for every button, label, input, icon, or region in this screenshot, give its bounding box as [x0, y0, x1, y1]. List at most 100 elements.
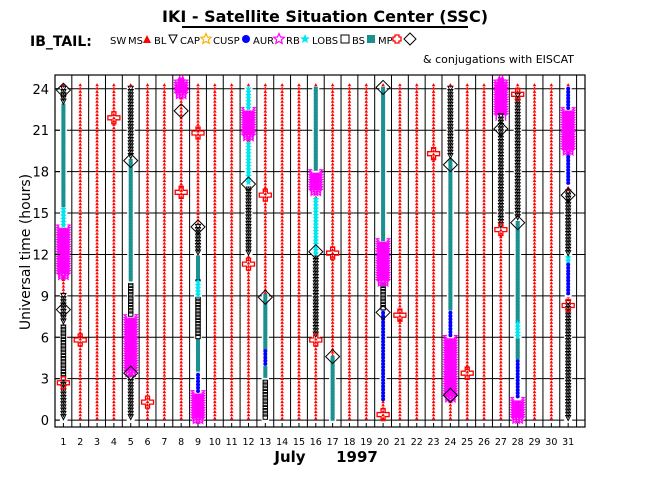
ms-point	[229, 102, 234, 107]
bs-point	[128, 203, 133, 208]
ms-point	[414, 139, 419, 143]
cusp-point	[448, 330, 453, 335]
bl-point	[60, 296, 67, 303]
ms-point	[414, 264, 419, 268]
bs-point	[263, 332, 268, 337]
ms-point	[162, 96, 167, 100]
ms-point	[112, 89, 116, 93]
ms-point	[179, 376, 183, 380]
ms-point	[112, 393, 116, 397]
ms-point	[213, 257, 217, 262]
ms-point	[162, 386, 167, 390]
ms-point	[398, 333, 402, 338]
ms-point	[95, 248, 99, 252]
ms-point	[549, 290, 554, 295]
bs-point	[381, 186, 386, 191]
bl-point	[447, 124, 454, 131]
ms-point	[465, 218, 470, 222]
lobs-point	[380, 292, 386, 298]
ms-point	[229, 188, 234, 192]
bl-point	[514, 185, 522, 193]
ms-point	[398, 290, 402, 295]
cusp-point	[566, 86, 571, 91]
x-tick-label: 31	[562, 437, 574, 448]
ms-point	[431, 277, 436, 281]
x-tick-label: 26	[478, 437, 490, 448]
ms-point	[347, 363, 352, 367]
ms-point	[465, 274, 470, 278]
ms-point	[330, 208, 335, 212]
ms-point	[112, 152, 116, 156]
ms-point	[246, 370, 251, 374]
ms-point	[145, 198, 150, 202]
ms-point	[263, 122, 268, 126]
bs-point	[263, 370, 268, 375]
ms-point	[263, 172, 268, 176]
ms-point	[398, 413, 402, 417]
cusp-point	[566, 291, 571, 296]
bs-point	[61, 107, 66, 112]
lobs-point	[60, 327, 67, 333]
ms-point	[179, 323, 183, 328]
ms-point	[347, 393, 352, 397]
bl-point	[60, 391, 67, 399]
ms-point	[112, 172, 116, 176]
rb-point	[60, 205, 67, 213]
ms-point	[78, 251, 83, 255]
ms-point	[549, 182, 554, 186]
ms-point	[112, 132, 116, 136]
cusp-point	[566, 106, 571, 111]
ms-point	[78, 185, 83, 189]
ms-point	[213, 363, 217, 367]
ms-point	[179, 274, 183, 278]
ms-point	[263, 89, 268, 93]
bs-point	[515, 355, 520, 360]
ms-point	[280, 353, 284, 357]
ms-point	[78, 370, 83, 374]
ms-point	[280, 218, 284, 222]
ms-point	[465, 215, 470, 219]
bs-point	[313, 96, 318, 101]
ms-point	[549, 409, 554, 413]
bl-point	[497, 113, 505, 121]
bs-point	[448, 226, 453, 231]
bs-point	[448, 251, 453, 256]
ms-point	[465, 396, 470, 400]
ms-point	[398, 132, 402, 136]
ms-point	[297, 132, 301, 136]
bs-point	[330, 375, 335, 380]
ms-point	[431, 155, 436, 159]
ms-point	[398, 86, 402, 90]
ms-point	[179, 353, 183, 357]
ms-point	[112, 175, 116, 179]
ms-point	[431, 290, 436, 295]
ms-point	[364, 211, 369, 215]
ms-point	[196, 168, 200, 173]
ms-point	[95, 185, 99, 189]
ms-point	[95, 231, 99, 235]
ms-point	[78, 366, 83, 371]
ms-point	[465, 201, 470, 206]
ms-point	[162, 403, 167, 407]
ms-point	[364, 155, 369, 159]
ms-point	[431, 386, 436, 390]
ms-point	[330, 145, 335, 149]
ms-point	[112, 234, 116, 239]
ms-point	[532, 363, 537, 367]
ms-point	[398, 360, 402, 364]
ms-point	[213, 112, 217, 116]
ms-point	[297, 399, 301, 404]
cusp-point	[515, 365, 520, 370]
ms-point	[229, 149, 234, 153]
ms-point	[95, 363, 99, 367]
bl-point	[514, 147, 522, 154]
ms-point	[229, 406, 234, 410]
ms-point	[465, 135, 470, 140]
ms-point	[95, 135, 99, 140]
bs-point	[448, 299, 453, 304]
ms-point	[364, 327, 369, 331]
ms-point	[532, 350, 537, 354]
ms-point	[398, 347, 402, 351]
ms-point	[263, 188, 268, 192]
